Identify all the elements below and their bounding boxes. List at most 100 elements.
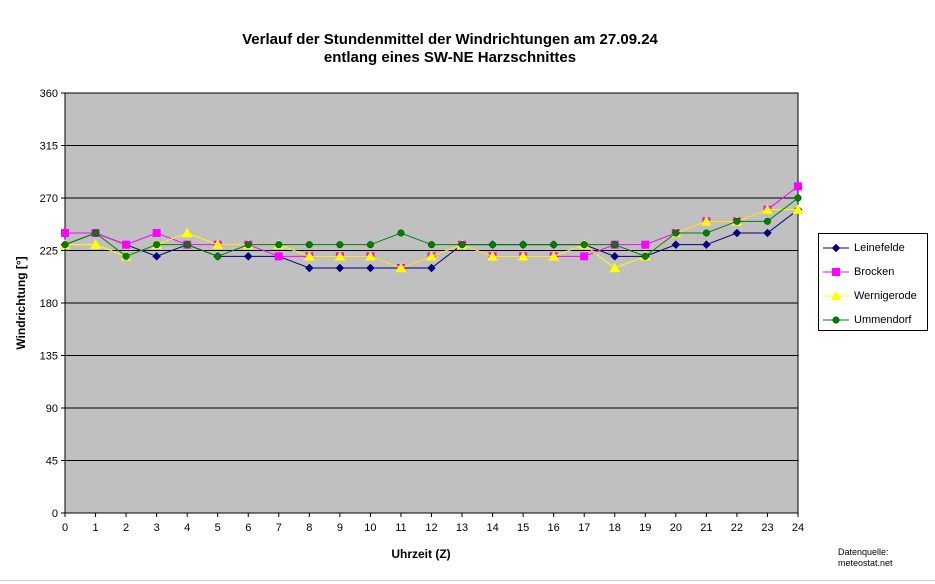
legend-marker — [831, 243, 841, 253]
data-point — [152, 229, 161, 237]
data-point — [91, 229, 100, 237]
x-axis-label: Uhrzeit (Z) — [391, 547, 450, 561]
data-point — [489, 241, 497, 249]
data-point — [61, 241, 69, 249]
data-point — [762, 204, 773, 214]
data-point — [244, 241, 252, 249]
chart-title-line-2: entlang eines SW-NE Harzschnittes — [323, 49, 577, 66]
legend-item: Wernigerode — [819, 288, 927, 304]
data-point — [550, 241, 558, 249]
data-point — [763, 217, 772, 225]
data-point — [303, 250, 315, 261]
y-tick-label: 225 — [40, 246, 58, 258]
data-point — [153, 241, 161, 249]
data-point — [672, 229, 680, 237]
y-tick-label: 180 — [40, 298, 58, 310]
x-tick-label: 2 — [123, 522, 129, 534]
x-tick-label: 17 — [578, 522, 590, 534]
x-tick-label: 16 — [548, 522, 560, 534]
y-tick-label: 270 — [40, 193, 58, 205]
x-tick-label: 3 — [154, 522, 160, 534]
data-point — [611, 241, 619, 249]
data-point — [275, 241, 283, 249]
data-point — [700, 215, 712, 226]
chart-title: Verlauf der Stundenmittel der Windrichtu… — [0, 31, 900, 67]
data-point — [243, 251, 253, 261]
data-point — [426, 250, 437, 261]
data-point — [427, 241, 436, 249]
data-source-note: Datenquelle: meteostat.net — [838, 547, 893, 569]
y-tick-label: 45 — [46, 456, 58, 468]
legend-swatch — [823, 316, 849, 324]
data-point — [580, 241, 588, 249]
data-point — [580, 252, 589, 261]
data-point — [334, 250, 346, 261]
x-tick-label: 19 — [639, 522, 651, 534]
data-point — [366, 241, 374, 249]
data-point — [61, 229, 69, 237]
data-point — [794, 182, 802, 191]
legend-item: Leinefelde — [819, 240, 927, 256]
legend-item: Ummendorf — [819, 312, 927, 328]
data-point — [763, 228, 772, 238]
x-tick-label: 24 — [792, 522, 804, 534]
data-point — [397, 229, 405, 237]
x-tick-label: 8 — [306, 522, 312, 534]
legend: Leinefelde Brocken Wernigerode Ummendorf — [818, 233, 928, 331]
data-point — [305, 241, 313, 249]
data-point — [335, 263, 345, 273]
data-point — [90, 239, 101, 249]
data-point — [458, 241, 466, 249]
x-tick-label: 18 — [609, 522, 621, 534]
chart-title-line-1: Verlauf der Stundenmittel der Windrichtu… — [242, 31, 658, 48]
legend-label: Wernigerode — [854, 290, 917, 302]
x-tick-label: 20 — [670, 522, 682, 534]
legend-label: Brocken — [854, 266, 895, 278]
bottom-divider — [0, 580, 935, 581]
x-axis-ticks: 0 1 2 3 4 5 6 7 8 9 10 11 12 13 14 15 16 17 18 19 20 21 22 23 24 — [62, 513, 804, 534]
legend-label: Leinefelde — [854, 242, 905, 254]
data-point — [304, 263, 314, 273]
data-point — [794, 194, 802, 202]
y-axis-label: Windrichtung [°] — [14, 256, 28, 349]
x-tick-label: 22 — [731, 522, 743, 534]
data-point — [152, 251, 161, 261]
data-point — [792, 204, 804, 214]
data-point — [366, 263, 375, 273]
x-tick-label: 13 — [456, 522, 468, 534]
data-point — [733, 217, 741, 225]
legend-swatch — [823, 290, 849, 301]
legend-marker — [832, 316, 840, 324]
legend-swatch — [823, 268, 849, 276]
data-point — [702, 240, 711, 250]
data-point — [274, 252, 283, 261]
x-tick-label: 23 — [761, 522, 773, 534]
y-tick-label: 315 — [40, 141, 58, 153]
data-point — [122, 240, 131, 249]
data-point — [214, 252, 222, 260]
data-point — [122, 252, 130, 260]
data-point — [732, 228, 742, 238]
legend-marker — [832, 268, 840, 276]
y-tick-label: 0 — [52, 508, 58, 520]
series-layer — [59, 182, 804, 273]
x-tick-label: 10 — [364, 522, 376, 534]
x-tick-label: 1 — [92, 522, 98, 534]
data-point — [609, 262, 621, 273]
data-source-value: meteostat.net — [838, 558, 893, 568]
data-source-label: Datenquelle: — [838, 547, 889, 557]
data-point — [702, 229, 710, 237]
data-point — [519, 241, 527, 249]
series-ummendorf — [61, 194, 802, 260]
legend-label: Ummendorf — [854, 314, 912, 326]
x-tick-label: 4 — [184, 522, 190, 534]
x-tick-label: 14 — [486, 522, 498, 534]
data-point — [395, 262, 407, 273]
data-point — [641, 252, 649, 260]
data-point — [487, 250, 499, 261]
x-tick-label: 12 — [425, 522, 437, 534]
x-tick-label: 6 — [245, 522, 251, 534]
x-tick-label: 7 — [276, 522, 282, 534]
data-point — [610, 251, 620, 261]
